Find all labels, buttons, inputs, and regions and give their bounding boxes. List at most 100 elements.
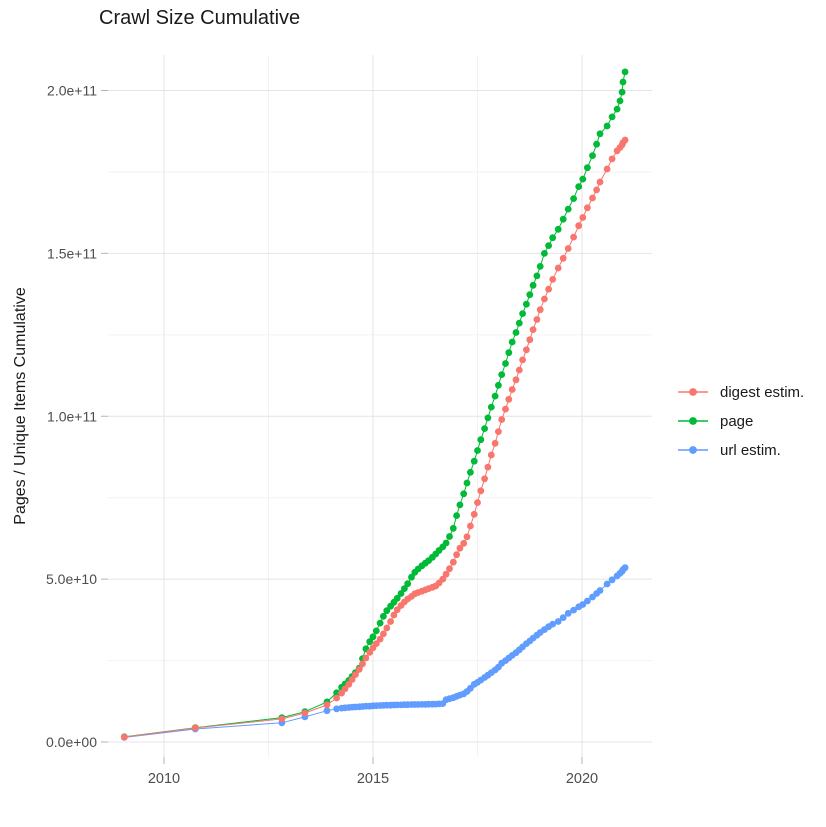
data-point — [536, 306, 544, 314]
data-point — [608, 576, 616, 584]
y-tick-label: 2.0e+11 — [47, 83, 97, 99]
data-point — [442, 570, 450, 578]
data-point — [446, 565, 453, 573]
data-point — [352, 671, 359, 678]
legend-label: digest estim. — [720, 384, 804, 401]
data-point — [508, 386, 516, 393]
data-point — [533, 316, 541, 323]
y-tick-label: 1.5e+11 — [47, 245, 97, 261]
data-point — [333, 705, 340, 713]
data-point — [120, 733, 128, 741]
data-point — [621, 136, 629, 144]
data-point — [533, 272, 541, 280]
data-point — [278, 715, 286, 723]
data-point — [401, 585, 408, 592]
data-point — [512, 329, 520, 336]
data-point — [498, 371, 506, 378]
data-point — [460, 490, 468, 498]
data-point — [559, 254, 567, 262]
data-point — [545, 285, 552, 293]
data-point — [404, 580, 412, 588]
legend-label: page — [720, 413, 753, 430]
data-point — [541, 250, 548, 257]
data-point — [564, 205, 572, 213]
data-point — [549, 276, 557, 283]
data-point — [554, 618, 562, 625]
data-point — [470, 457, 478, 465]
data-point — [487, 403, 495, 411]
data-point — [570, 606, 577, 614]
data-point — [449, 558, 457, 566]
series-line-2 — [124, 567, 626, 738]
data-point — [463, 533, 471, 541]
data-point — [596, 587, 604, 594]
y-tick-label: 5.0e+10 — [46, 571, 97, 587]
data-point — [467, 522, 474, 530]
data-point — [603, 580, 611, 588]
data-point — [341, 685, 349, 693]
data-point — [323, 701, 331, 709]
data-point — [383, 624, 391, 632]
data-point — [376, 619, 384, 627]
data-point — [603, 122, 611, 130]
data-point — [474, 447, 481, 454]
data-point — [502, 405, 509, 413]
data-point — [383, 607, 391, 615]
data-point — [359, 660, 366, 668]
data-point — [616, 97, 624, 105]
data-point — [491, 392, 499, 400]
data-point — [460, 539, 468, 547]
data-point — [477, 487, 485, 495]
data-point — [463, 479, 471, 487]
x-tick-label: 2020 — [566, 771, 598, 787]
data-point — [397, 590, 405, 597]
data-point — [575, 183, 583, 191]
data-point — [477, 436, 485, 444]
data-point — [619, 78, 627, 86]
data-point — [596, 130, 604, 138]
x-tick-label: 2010 — [148, 771, 180, 787]
data-point — [453, 512, 460, 519]
data-point — [470, 510, 478, 518]
data-point — [608, 155, 616, 163]
data-point — [372, 627, 380, 635]
data-point — [323, 707, 331, 715]
data-point — [593, 186, 600, 194]
data-point — [333, 694, 340, 702]
data-point — [491, 439, 499, 447]
data-point — [408, 573, 415, 581]
data-point — [505, 349, 513, 357]
data-point — [348, 676, 356, 683]
data-point — [613, 105, 621, 113]
data-point — [456, 501, 464, 509]
data-point — [621, 68, 629, 76]
data-point — [355, 666, 363, 673]
data-point — [549, 620, 557, 628]
legend-key-point — [689, 417, 697, 425]
data-point — [554, 225, 562, 233]
data-point — [593, 140, 600, 148]
data-point — [508, 338, 516, 346]
data-point — [442, 539, 450, 547]
data-point — [541, 295, 548, 303]
data-point — [439, 575, 447, 583]
data-point — [376, 635, 384, 643]
data-point — [498, 416, 506, 423]
data-point — [487, 451, 495, 459]
data-point — [564, 245, 572, 252]
data-point — [369, 633, 377, 641]
data-point — [191, 724, 199, 732]
legend-label: url estim. — [720, 442, 781, 459]
data-point — [372, 640, 380, 647]
data-point — [584, 164, 591, 172]
data-point — [345, 680, 353, 688]
data-point — [526, 291, 534, 299]
data-point — [502, 360, 509, 367]
data-point — [380, 630, 387, 638]
data-point — [564, 609, 572, 617]
data-point — [549, 234, 557, 242]
data-point — [579, 214, 587, 221]
data-point — [519, 310, 526, 317]
data-point — [621, 564, 629, 572]
